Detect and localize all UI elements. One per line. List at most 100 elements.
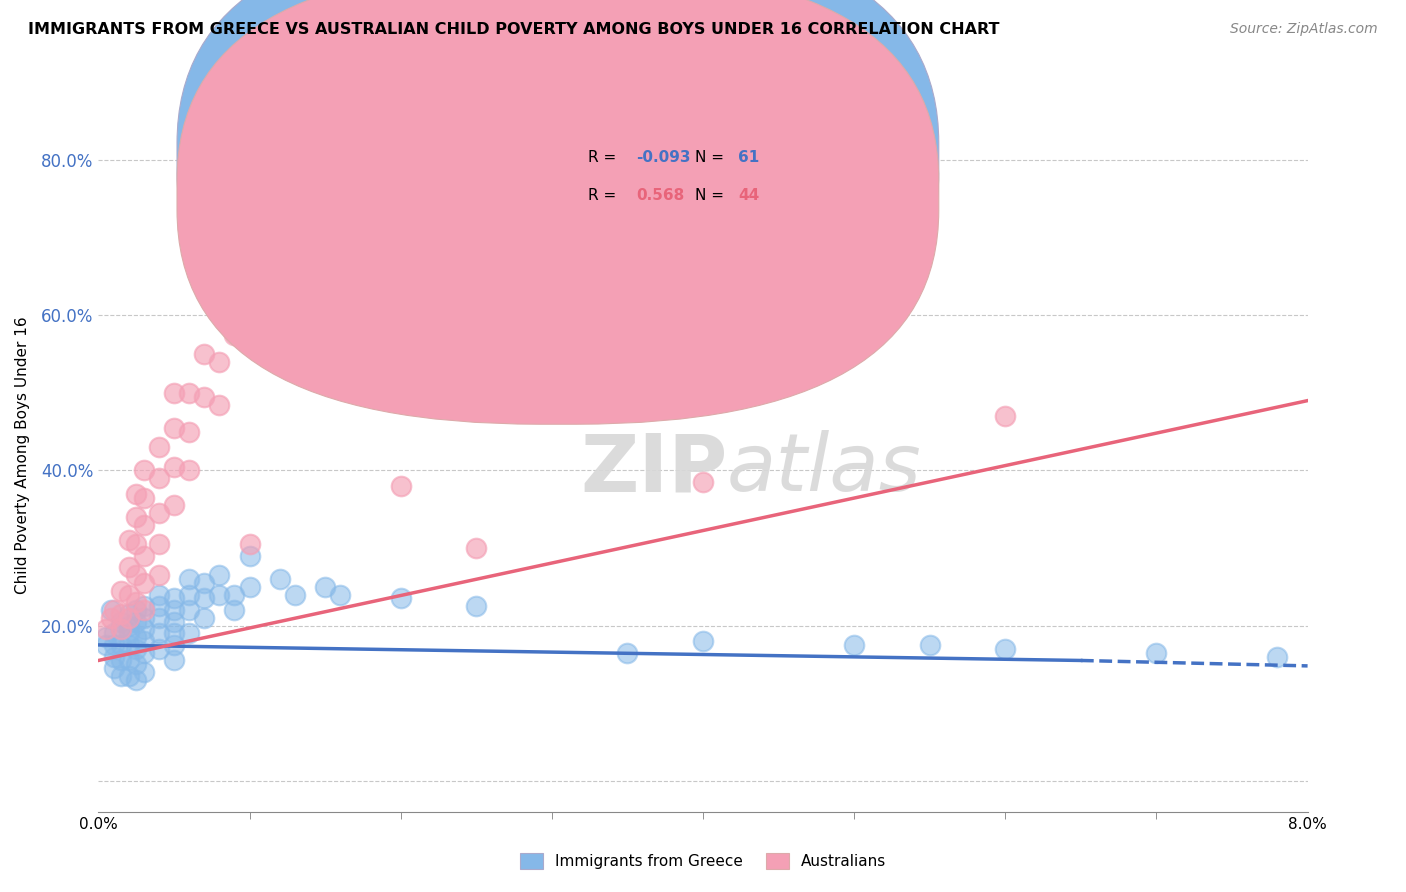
Point <box>110 615 132 629</box>
Point <box>118 626 141 640</box>
Point <box>132 575 155 590</box>
Point <box>269 572 291 586</box>
Point <box>148 588 170 602</box>
Point <box>110 583 132 598</box>
Point <box>148 471 170 485</box>
Point <box>148 440 170 454</box>
Point <box>616 646 638 660</box>
Point <box>163 385 186 400</box>
Point <box>118 669 141 683</box>
Point <box>179 626 201 640</box>
Point <box>193 611 215 625</box>
Point <box>148 506 170 520</box>
Point <box>163 638 186 652</box>
Point <box>110 638 132 652</box>
Point <box>118 611 141 625</box>
Point <box>118 533 141 548</box>
Point <box>163 499 186 513</box>
Point <box>163 591 186 606</box>
Point <box>163 603 186 617</box>
Point <box>148 537 170 551</box>
Point <box>1144 646 1167 660</box>
Point <box>163 615 186 629</box>
Point <box>1265 649 1288 664</box>
Point <box>132 634 155 648</box>
Point <box>224 588 246 602</box>
Y-axis label: Child Poverty Among Boys Under 16: Child Poverty Among Boys Under 16 <box>15 316 30 594</box>
Point <box>132 665 155 679</box>
Point <box>148 611 170 625</box>
Point <box>239 580 262 594</box>
Point <box>125 657 148 672</box>
Point <box>193 575 215 590</box>
Point <box>179 425 201 439</box>
Point <box>844 638 866 652</box>
Point <box>163 459 186 474</box>
Point <box>179 603 201 617</box>
Point <box>179 588 201 602</box>
Point <box>125 595 148 609</box>
Point <box>239 549 262 563</box>
Point <box>163 626 186 640</box>
Point <box>125 603 148 617</box>
Text: ZIP: ZIP <box>579 430 727 508</box>
Point <box>389 591 412 606</box>
Point <box>692 634 714 648</box>
Point <box>148 599 170 614</box>
Point <box>118 618 141 632</box>
Point <box>208 355 231 369</box>
Point <box>110 653 132 667</box>
Text: Source: ZipAtlas.com: Source: ZipAtlas.com <box>1230 22 1378 37</box>
Point <box>148 568 170 582</box>
Point <box>125 630 148 644</box>
Point <box>110 623 132 637</box>
Text: R =: R = <box>588 187 621 202</box>
Point <box>103 649 125 664</box>
Point <box>224 603 246 617</box>
Legend: Immigrants from Greece, Australians: Immigrants from Greece, Australians <box>513 847 893 875</box>
Point <box>208 568 231 582</box>
FancyBboxPatch shape <box>177 0 939 425</box>
Point <box>132 517 155 532</box>
Point <box>125 486 148 500</box>
FancyBboxPatch shape <box>177 0 939 387</box>
Point <box>94 623 117 637</box>
Text: atlas: atlas <box>727 430 922 508</box>
Text: N =: N = <box>695 187 728 202</box>
Point <box>118 560 141 574</box>
Point <box>132 646 155 660</box>
Point <box>692 475 714 489</box>
Point <box>118 607 141 621</box>
Point <box>110 669 132 683</box>
Text: IMMIGRANTS FROM GREECE VS AUSTRALIAN CHILD POVERTY AMONG BOYS UNDER 16 CORRELATI: IMMIGRANTS FROM GREECE VS AUSTRALIAN CHI… <box>28 22 1000 37</box>
Point <box>314 580 336 594</box>
Point <box>163 653 186 667</box>
Text: 61: 61 <box>738 150 759 165</box>
Point <box>208 588 231 602</box>
Point <box>125 568 148 582</box>
Point <box>125 673 148 687</box>
Point <box>163 421 186 435</box>
Text: N =: N = <box>695 150 728 165</box>
Point <box>132 599 155 614</box>
Point <box>389 479 412 493</box>
Point <box>224 327 246 342</box>
Point <box>100 603 122 617</box>
Point <box>132 549 155 563</box>
Point <box>918 638 941 652</box>
Point <box>103 626 125 640</box>
Point <box>110 623 132 637</box>
Text: R =: R = <box>588 150 621 165</box>
Point <box>132 611 155 625</box>
Point <box>208 397 231 411</box>
Point <box>284 588 307 602</box>
Point <box>103 603 125 617</box>
Point <box>148 641 170 656</box>
Point <box>94 638 117 652</box>
Point <box>132 491 155 505</box>
Point <box>125 641 148 656</box>
Point <box>239 537 262 551</box>
Point <box>132 463 155 477</box>
Point <box>179 572 201 586</box>
Point <box>118 653 141 667</box>
